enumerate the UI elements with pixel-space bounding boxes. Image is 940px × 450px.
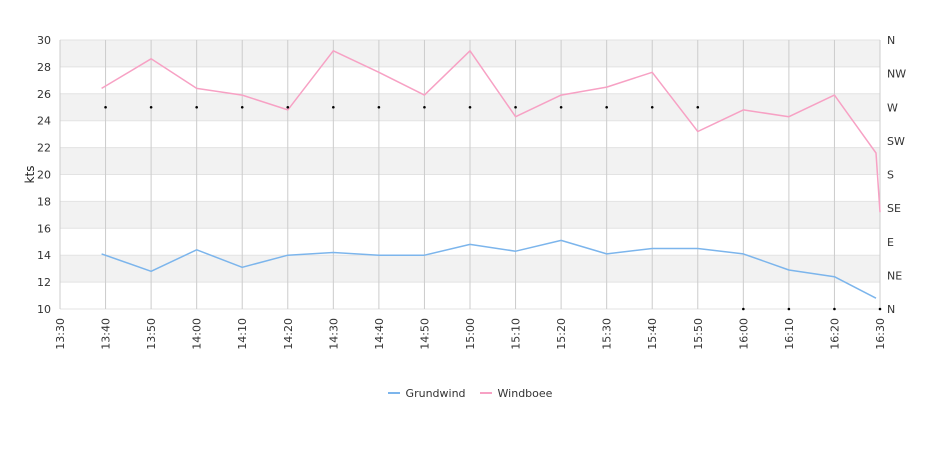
x-tick-label: 15:30: [601, 318, 614, 350]
y2-tick-label: NW: [887, 68, 906, 81]
direction-point: [240, 105, 244, 109]
y-tick-label: 14: [37, 249, 51, 262]
y2-tick-label: E: [887, 236, 894, 249]
x-tick-label: 16:30: [874, 318, 887, 350]
x-tick-label: 14:30: [327, 318, 340, 350]
direction-point: [514, 105, 517, 109]
direction-point: [878, 307, 882, 311]
y-tick-label: 12: [37, 276, 51, 289]
y2-tick-label: SW: [887, 135, 905, 148]
x-tick-label: 15:00: [464, 318, 477, 350]
direction-point: [742, 307, 745, 311]
y-tick-label: 20: [37, 169, 51, 182]
direction-point: [696, 105, 700, 109]
direction-point: [377, 105, 381, 109]
direction-point: [605, 105, 608, 109]
x-tick-label: 16:20: [828, 318, 841, 350]
direction-point: [468, 105, 472, 109]
direction-point: [286, 105, 290, 109]
x-tick-label: 16:00: [737, 318, 750, 350]
x-tick-label: 14:00: [191, 318, 204, 350]
y2-tick-label: N: [887, 34, 895, 47]
legend-label-windboee: Windboee: [497, 386, 553, 400]
y2-tick-label: W: [887, 101, 898, 114]
y-tick-label: 26: [37, 88, 51, 101]
x-tick-label: 15:10: [510, 318, 523, 350]
direction-point: [423, 105, 426, 109]
x-tick-label: 15:40: [646, 318, 659, 350]
wind-chart: 13:30 13:40 13:50 14:00 14:10 14:20 14:30 14:40…: [23, 34, 906, 350]
direction-point: [650, 105, 654, 109]
y-tick-label: 24: [37, 115, 51, 128]
direction-point: [559, 105, 563, 109]
series-line-windboee: [101, 50, 881, 213]
series-line-grundwind: [101, 239, 877, 299]
x-tick-label: 13:50: [145, 318, 158, 350]
legend-swatch-windboee: [479, 392, 492, 394]
legend-item-windboee[interactable]: Windboee: [479, 386, 553, 400]
legend-item-grundwind[interactable]: Grundwind: [387, 386, 466, 400]
x-tick-label: 14:10: [236, 318, 249, 350]
direction-point: [787, 307, 791, 311]
x-tick-label: 14:40: [373, 318, 386, 350]
legend-label-grundwind: Grundwind: [405, 386, 466, 400]
x-tick-label: 13:40: [100, 318, 113, 350]
y2-tick-label: S: [887, 169, 894, 182]
y-tick-label: 18: [37, 195, 51, 208]
x-tick-label: 14:50: [418, 318, 431, 350]
y-tick-label: 28: [37, 61, 51, 74]
direction-point: [833, 307, 836, 311]
direction-point: [332, 105, 335, 109]
y-tick-label: 16: [37, 222, 51, 235]
y2-tick-label: SE: [887, 202, 901, 215]
x-tick-label: 14:20: [282, 318, 295, 350]
direction-point: [104, 105, 107, 109]
y-tick-label: 22: [37, 142, 51, 155]
direction-point: [149, 105, 153, 109]
x-tick-label: 16:10: [783, 318, 796, 350]
y-tick-label: 10: [37, 303, 51, 316]
y-axis-title: kts: [23, 166, 37, 184]
x-tick-label: 15:50: [692, 318, 705, 350]
y-tick-label: 30: [37, 34, 51, 47]
y2-tick-label: NE: [887, 269, 902, 282]
legend-swatch-grundwind: [387, 392, 400, 394]
x-tick-label: 15:20: [555, 318, 568, 350]
legend: Grundwind Windboee: [0, 384, 940, 402]
x-tick-label: 13:30: [54, 318, 67, 350]
direction-point: [195, 105, 198, 109]
y2-tick-label: N: [887, 303, 895, 316]
